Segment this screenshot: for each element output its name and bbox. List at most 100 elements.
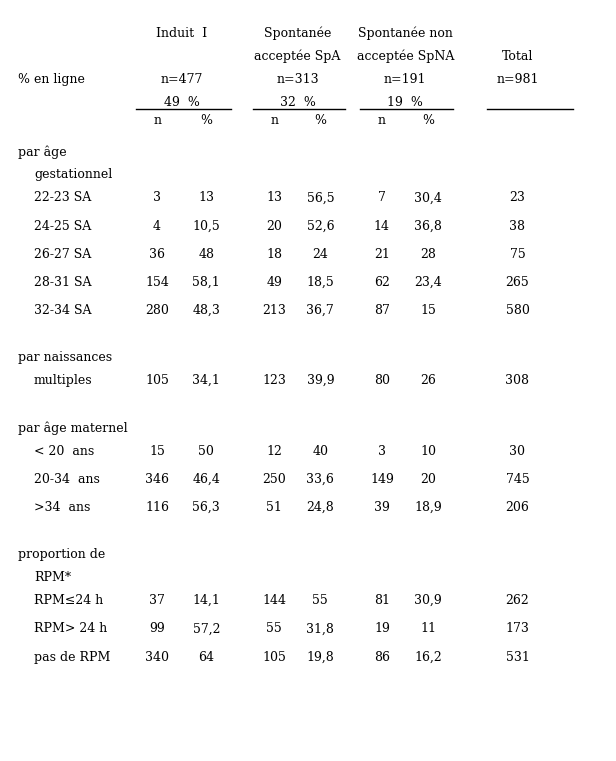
Text: 99: 99 — [149, 622, 165, 635]
Text: RPM> 24 h: RPM> 24 h — [34, 622, 107, 635]
Text: 48: 48 — [198, 247, 214, 261]
Text: 57,2: 57,2 — [193, 622, 220, 635]
Text: 280: 280 — [145, 304, 169, 317]
Text: 23: 23 — [509, 191, 525, 205]
Text: 33,6: 33,6 — [306, 473, 334, 486]
Text: 105: 105 — [145, 374, 169, 387]
Text: 213: 213 — [262, 304, 286, 317]
Text: 3: 3 — [153, 191, 161, 205]
Text: Total: Total — [502, 49, 533, 62]
Text: %: % — [200, 114, 213, 127]
Text: 48,3: 48,3 — [192, 304, 221, 317]
Text: 39: 39 — [374, 501, 390, 514]
Text: 173: 173 — [506, 622, 529, 635]
Text: 36,7: 36,7 — [306, 304, 334, 317]
Text: 308: 308 — [506, 374, 529, 387]
Text: n=191: n=191 — [384, 73, 426, 86]
Text: proportion de: proportion de — [18, 548, 106, 561]
Text: 38: 38 — [509, 219, 525, 233]
Text: 531: 531 — [506, 651, 529, 664]
Text: % en ligne: % en ligne — [18, 73, 86, 86]
Text: 28-31 SA: 28-31 SA — [34, 275, 91, 289]
Text: 340: 340 — [145, 651, 169, 664]
Text: 23,4: 23,4 — [414, 275, 442, 289]
Text: < 20  ans: < 20 ans — [34, 444, 94, 457]
Text: 7: 7 — [378, 191, 386, 205]
Text: 10: 10 — [420, 444, 436, 457]
Text: RPM*: RPM* — [34, 571, 71, 584]
Text: Spontanée: Spontanée — [264, 27, 331, 40]
Text: n: n — [270, 114, 278, 127]
Text: >34  ans: >34 ans — [34, 501, 91, 514]
Text: 116: 116 — [145, 501, 169, 514]
Text: 18: 18 — [266, 247, 282, 261]
Text: acceptée SpNA: acceptée SpNA — [357, 49, 454, 63]
Text: 28: 28 — [420, 247, 436, 261]
Text: 55: 55 — [312, 594, 328, 607]
Text: 144: 144 — [262, 594, 286, 607]
Text: 51: 51 — [266, 501, 282, 514]
Text: 50: 50 — [198, 444, 214, 457]
Text: 20-34  ans: 20-34 ans — [34, 473, 100, 486]
Text: 46,4: 46,4 — [192, 473, 221, 486]
Text: 80: 80 — [374, 374, 390, 387]
Text: par naissances: par naissances — [18, 351, 113, 365]
Text: 123: 123 — [262, 374, 286, 387]
Text: 26: 26 — [420, 374, 436, 387]
Text: par âge maternel: par âge maternel — [18, 422, 128, 435]
Text: 81: 81 — [374, 594, 390, 607]
Text: %: % — [422, 114, 434, 127]
Text: 105: 105 — [262, 651, 286, 664]
Text: 13: 13 — [266, 191, 282, 205]
Text: 55: 55 — [266, 622, 282, 635]
Text: 49: 49 — [266, 275, 282, 289]
Text: 56,5: 56,5 — [307, 191, 334, 205]
Text: RPM≤24 h: RPM≤24 h — [34, 594, 103, 607]
Text: gestationnel: gestationnel — [34, 168, 112, 181]
Text: 62: 62 — [374, 275, 390, 289]
Text: 15: 15 — [420, 304, 436, 317]
Text: 3: 3 — [378, 444, 386, 457]
Text: 262: 262 — [506, 594, 529, 607]
Text: 31,8: 31,8 — [306, 622, 334, 635]
Text: Induit  I: Induit I — [156, 27, 207, 40]
Text: 14: 14 — [374, 219, 390, 233]
Text: n=313: n=313 — [276, 73, 319, 86]
Text: 580: 580 — [506, 304, 529, 317]
Text: n: n — [378, 114, 386, 127]
Text: 13: 13 — [198, 191, 214, 205]
Text: 86: 86 — [374, 651, 390, 664]
Text: 32-34 SA: 32-34 SA — [34, 304, 91, 317]
Text: multiples: multiples — [34, 374, 92, 387]
Text: 250: 250 — [262, 473, 286, 486]
Text: par âge: par âge — [18, 145, 67, 159]
Text: 40: 40 — [312, 444, 328, 457]
Text: 56,3: 56,3 — [192, 501, 221, 514]
Text: 49  %: 49 % — [164, 96, 200, 109]
Text: 30,9: 30,9 — [414, 594, 442, 607]
Text: n=981: n=981 — [496, 73, 538, 86]
Text: 18,9: 18,9 — [414, 501, 442, 514]
Text: 87: 87 — [374, 304, 390, 317]
Text: 206: 206 — [506, 501, 529, 514]
Text: acceptée SpA: acceptée SpA — [254, 49, 341, 63]
Text: 21: 21 — [374, 247, 390, 261]
Text: 64: 64 — [198, 651, 214, 664]
Text: 16,2: 16,2 — [414, 651, 442, 664]
Text: 39,9: 39,9 — [307, 374, 334, 387]
Text: 19  %: 19 % — [387, 96, 423, 109]
Text: 24: 24 — [312, 247, 328, 261]
Text: 745: 745 — [506, 473, 529, 486]
Text: 30,4: 30,4 — [414, 191, 442, 205]
Text: 32  %: 32 % — [280, 96, 315, 109]
Text: 30: 30 — [509, 444, 525, 457]
Text: 26-27 SA: 26-27 SA — [34, 247, 91, 261]
Text: 75: 75 — [509, 247, 525, 261]
Text: 10,5: 10,5 — [192, 219, 221, 233]
Text: n=477: n=477 — [161, 73, 203, 86]
Text: 20: 20 — [420, 473, 436, 486]
Text: 4: 4 — [153, 219, 161, 233]
Text: 52,6: 52,6 — [307, 219, 334, 233]
Text: Spontanée non: Spontanée non — [358, 27, 453, 40]
Text: 24-25 SA: 24-25 SA — [34, 219, 91, 233]
